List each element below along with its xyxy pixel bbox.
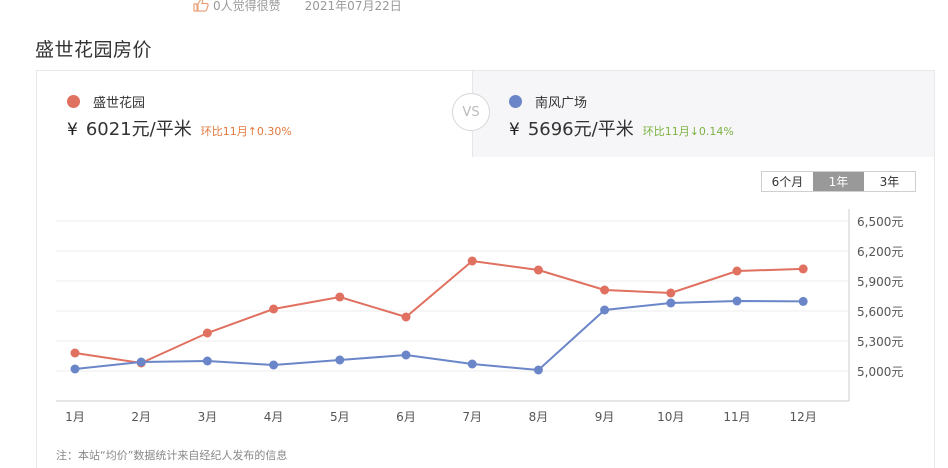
x-tick-label: 2月: [131, 408, 151, 425]
data-point[interactable]: [534, 366, 543, 375]
data-point[interactable]: [666, 299, 675, 308]
data-point[interactable]: [203, 329, 212, 338]
data-point[interactable]: [71, 365, 80, 374]
data-point[interactable]: [733, 267, 742, 276]
data-point[interactable]: [733, 297, 742, 306]
x-tick-label: 5月: [330, 408, 350, 425]
vs-badge: VS: [452, 93, 490, 131]
data-point[interactable]: [666, 289, 675, 298]
y-tick-label: 5,000元: [857, 363, 903, 380]
data-point[interactable]: [799, 297, 808, 306]
data-point[interactable]: [600, 306, 609, 315]
x-tick-label: 8月: [529, 408, 549, 425]
data-point[interactable]: [402, 313, 411, 322]
y-tick-label: 5,900元: [857, 273, 903, 290]
data-source-note: 注：本站“均价”数据统计来自经纪人发布的信息: [56, 447, 287, 463]
page-title: 盛世花园房价: [35, 35, 152, 62]
x-tick-label: 6月: [396, 408, 416, 425]
data-point[interactable]: [799, 264, 808, 273]
thumbs-up-icon[interactable]: [193, 0, 209, 12]
publish-date: 2021年07月22日: [305, 0, 402, 14]
x-tick-label: 9月: [595, 408, 615, 425]
data-point[interactable]: [203, 357, 212, 366]
data-point[interactable]: [600, 286, 609, 295]
price-comparison-card: 盛世花园 ¥ 6021元/平米 环比11月↑0.30% 南风广场 ¥ 5696元…: [36, 70, 935, 468]
data-point[interactable]: [269, 361, 278, 370]
series-line-0: [75, 261, 803, 363]
x-tick-label: 3月: [198, 408, 218, 425]
x-tick-label: 12月: [790, 408, 817, 425]
y-tick-label: 5,600元: [857, 303, 903, 320]
y-tick-label: 5,300元: [857, 333, 903, 350]
x-tick-label: 4月: [264, 408, 284, 425]
y-tick-label: 6,200元: [857, 243, 903, 260]
data-point[interactable]: [137, 358, 146, 367]
data-point[interactable]: [534, 266, 543, 275]
data-point[interactable]: [468, 257, 477, 266]
data-point[interactable]: [335, 356, 344, 365]
data-point[interactable]: [468, 360, 477, 369]
data-point[interactable]: [402, 351, 411, 360]
data-point[interactable]: [71, 349, 80, 358]
x-tick-label: 7月: [462, 408, 482, 425]
likes-count: 0人觉得很赞: [213, 0, 281, 14]
x-tick-label: 10月: [657, 408, 684, 425]
x-tick-label: 11月: [723, 408, 750, 425]
data-point[interactable]: [335, 293, 344, 302]
y-tick-label: 6,500元: [857, 213, 903, 230]
data-point[interactable]: [269, 305, 278, 314]
price-line-chart: 6,500元 6,200元 5,900元 5,600元 5,300元 5,000元 1月 2…: [37, 71, 934, 468]
article-meta: 0人觉得很赞 2021年07月22日: [193, 0, 402, 13]
x-tick-label: 1月: [65, 408, 85, 425]
